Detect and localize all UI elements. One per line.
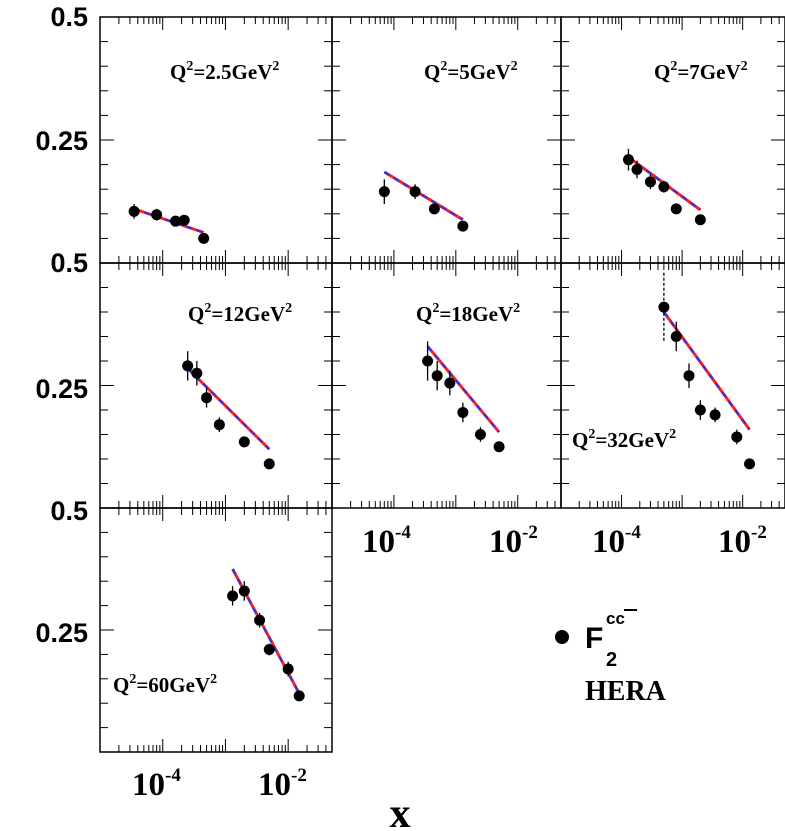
x-tick-label-1e-4: 10-4 xyxy=(592,522,641,560)
x-axis-label: x xyxy=(390,791,411,831)
data-point xyxy=(227,590,239,602)
data-point xyxy=(474,429,486,440)
x-tick-label-1e-4: 10-4 xyxy=(362,522,411,560)
data-point xyxy=(670,331,682,342)
x-tick-label-1e-2: 10-2 xyxy=(258,765,307,803)
data-point xyxy=(694,404,706,416)
panel xyxy=(99,16,333,264)
panel xyxy=(99,507,333,753)
data-point xyxy=(293,690,305,702)
data-point xyxy=(731,431,743,443)
fit-curve-dashed xyxy=(426,345,500,433)
data-point xyxy=(644,176,656,188)
data-point xyxy=(198,232,210,244)
data-point xyxy=(709,409,721,421)
x-tick-label-1e-2: 10-2 xyxy=(718,522,767,560)
fit-curve-dashed xyxy=(186,367,270,450)
panel xyxy=(331,262,562,509)
q2-label: Q2=5GeV2 xyxy=(424,59,518,84)
panel-frame xyxy=(99,262,333,509)
data-point xyxy=(238,436,250,448)
q2-label: Q2=60GeV2 xyxy=(113,672,217,697)
x-tick-label-1e-4: 10-4 xyxy=(132,765,181,803)
data-point xyxy=(378,186,390,198)
data-point xyxy=(263,458,275,470)
panel-frame xyxy=(560,16,785,264)
panel-frame xyxy=(99,16,333,264)
data-point xyxy=(431,370,443,382)
panel xyxy=(99,262,333,509)
data-point xyxy=(457,406,469,418)
data-point xyxy=(428,203,440,215)
q2-label: Q2=18GeV2 xyxy=(416,301,520,326)
data-point xyxy=(213,419,225,431)
legend-label-sub: 2 xyxy=(606,649,617,671)
x-tick-label-1e-2: 10-2 xyxy=(489,522,538,560)
data-point xyxy=(658,181,670,193)
fit-curve-dashed xyxy=(133,207,205,234)
data-point xyxy=(182,360,194,372)
panel xyxy=(331,16,562,264)
data-point xyxy=(631,164,643,176)
data-point xyxy=(263,644,275,656)
data-point xyxy=(422,355,434,367)
panel-frame xyxy=(99,507,333,753)
data-point xyxy=(254,614,266,626)
y-tick-label: 0.25 xyxy=(35,618,88,648)
data-point xyxy=(744,458,756,470)
data-point xyxy=(622,154,634,166)
y-tick-label: 0.5 xyxy=(50,2,88,32)
data-point xyxy=(670,203,682,215)
data-point xyxy=(409,186,421,198)
legend-label-sup: cc xyxy=(606,609,625,628)
q2-label: Q2=12GeV2 xyxy=(188,301,292,326)
panel-grid xyxy=(99,16,785,753)
data-point xyxy=(658,301,670,313)
q2-label: Q2=2.5GeV2 xyxy=(170,59,279,84)
q2-label: Q2=32GeV2 xyxy=(572,427,676,452)
legend-label: F xyxy=(585,622,603,655)
fit-curve-dashed xyxy=(383,171,464,221)
legend-marker xyxy=(555,630,569,644)
y-tick-label: 0.5 xyxy=(50,496,88,526)
data-point xyxy=(170,215,182,227)
data-point xyxy=(191,367,203,379)
data-point xyxy=(282,663,294,675)
y-tick-label: 0.5 xyxy=(50,248,88,278)
q2-label: Q2=7GeV2 xyxy=(654,59,748,84)
data-point xyxy=(694,214,706,226)
y-tick-label: 0.25 xyxy=(35,374,88,404)
data-point xyxy=(683,370,695,382)
data-point xyxy=(201,392,213,404)
y-tick-label: 0.25 xyxy=(35,126,88,156)
data-point xyxy=(238,585,250,597)
data-point xyxy=(493,441,505,453)
panel xyxy=(560,16,785,264)
panel xyxy=(560,262,785,509)
data-point xyxy=(151,209,163,221)
data-point xyxy=(457,220,469,232)
data-point xyxy=(128,205,140,217)
data-point xyxy=(444,377,456,389)
data-point xyxy=(178,214,190,226)
panel-frame xyxy=(560,262,785,509)
legend-experiment: HERA xyxy=(585,676,667,707)
panel-frame xyxy=(331,16,562,264)
